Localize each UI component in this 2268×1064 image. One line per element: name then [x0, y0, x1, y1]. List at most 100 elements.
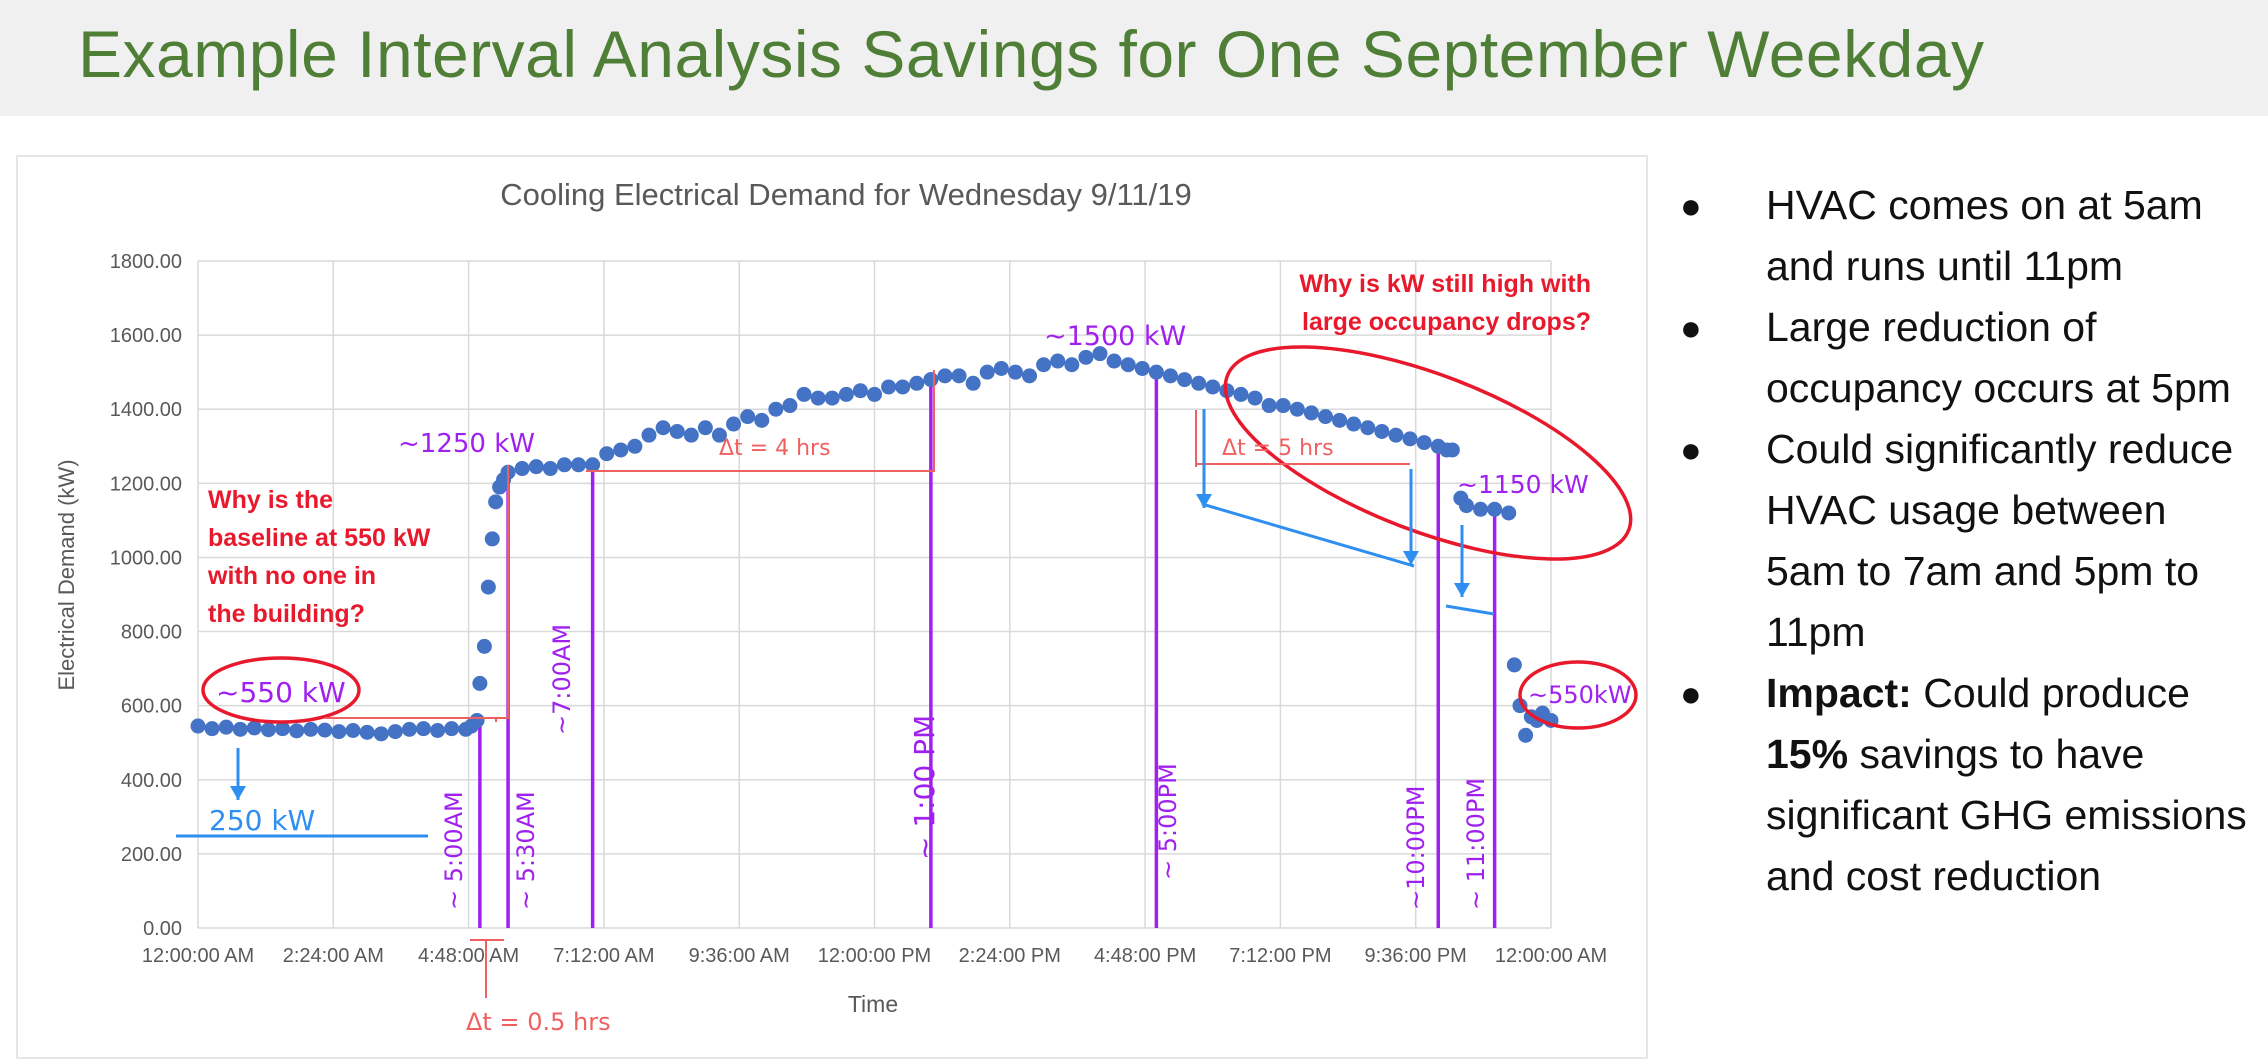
y-tick-label: 1200.00 — [110, 473, 182, 495]
data-point — [979, 364, 995, 380]
data-point — [430, 722, 446, 738]
data-point — [1416, 435, 1432, 451]
data-point — [923, 372, 939, 388]
highlight-ellipse — [1518, 660, 1638, 730]
data-point — [1501, 505, 1517, 521]
data-point — [1022, 368, 1038, 384]
annotations: Why is the baseline at 550 kW with no one … — [176, 270, 1638, 1036]
data-point — [627, 438, 643, 454]
data-point — [469, 712, 485, 728]
data-point — [484, 531, 500, 547]
bullet-text: savings to have significant GHG emission… — [1766, 731, 2247, 899]
data-point — [1134, 360, 1150, 376]
y-tick-label: 1600.00 — [110, 325, 182, 347]
chart-grid — [197, 260, 1552, 929]
y-tick-label: 0.00 — [143, 918, 182, 940]
data-point — [260, 722, 276, 738]
data-point — [1050, 353, 1066, 369]
data-point — [965, 375, 981, 391]
data-point — [1261, 398, 1277, 414]
time-label-700am: ~7:00AM — [548, 624, 576, 735]
data-point — [1247, 390, 1263, 406]
data-point — [571, 457, 587, 473]
data-point — [1275, 398, 1291, 414]
data-point — [1473, 501, 1489, 517]
x-tick-label: 7:12:00 PM — [1229, 945, 1331, 967]
highlight-ellipse — [201, 656, 361, 724]
data-point — [824, 390, 840, 406]
data-point — [416, 721, 431, 737]
x-tick-label: 12:00:00 AM — [142, 945, 254, 967]
savings-percent: 15% — [1766, 731, 1849, 777]
data-point — [1388, 427, 1404, 443]
data-point — [204, 721, 220, 737]
data-point — [838, 386, 854, 402]
time-label-1100pm: ~ 11:00PM — [1462, 778, 1490, 910]
reduced-demand-line — [1201, 502, 1415, 568]
bullet-dot-icon: ● — [1680, 185, 1702, 226]
label-550kw-left: ~550 kW — [216, 676, 346, 709]
x-tick-label: 2:24:00 PM — [959, 945, 1061, 967]
bullet-item: ● Impact: Could produce 15% savings to ha… — [1680, 663, 2255, 907]
down-arrow-icon-head — [230, 786, 246, 800]
data-point — [246, 720, 262, 736]
demand-chart: 0.00 200.00 400.00 600.00 800.00 1000.00 1200.… — [54, 177, 1638, 1036]
data-point — [1064, 357, 1080, 373]
label-dt-5hrs: Δt = 5 hrs — [1222, 436, 1334, 461]
data-point — [585, 457, 601, 473]
data-point — [303, 721, 319, 737]
data-point — [1205, 379, 1221, 395]
data-point — [373, 726, 389, 742]
y-tick-label: 400.00 — [121, 770, 182, 792]
data-point — [768, 401, 784, 417]
y-tick-label: 600.00 — [121, 696, 182, 718]
data-point — [1303, 405, 1319, 421]
data-point — [472, 675, 488, 691]
label-dt-05hrs: Δt = 0.5 hrs — [466, 1008, 611, 1036]
data-point — [331, 724, 347, 740]
chart-title: Cooling Electrical Demand for Wednesday … — [500, 177, 1192, 212]
x-tick-label: 4:48:00 AM — [418, 945, 519, 967]
data-point — [796, 386, 812, 402]
data-point — [895, 379, 911, 395]
title-bar: Example Interval Analysis Savings for On… — [0, 0, 2268, 116]
label-1150kw: ~1150 kW — [1457, 470, 1589, 499]
data-point — [782, 398, 798, 414]
dt-step-line — [479, 465, 510, 719]
data-point — [669, 423, 685, 439]
data-point — [488, 494, 504, 510]
data-point — [232, 721, 248, 737]
down-arrow-icon-head — [1454, 583, 1470, 597]
x-tick-label: 7:12:00 AM — [553, 945, 654, 967]
slide-title: Example Interval Analysis Savings for On… — [78, 17, 1985, 91]
x-tick-label: 2:24:00 AM — [283, 945, 384, 967]
data-point — [1487, 501, 1503, 517]
data-point — [1346, 416, 1362, 432]
data-point — [1444, 442, 1460, 458]
data-point — [740, 409, 756, 425]
bullet-text: Large reduction of occupancy occurs at 5… — [1766, 304, 2231, 411]
data-point — [951, 368, 967, 384]
data-point — [218, 719, 234, 735]
y-tick-labels: 0.00 200.00 400.00 600.00 800.00 1000.00 1200.… — [110, 251, 182, 940]
data-point — [1007, 364, 1023, 380]
data-point — [1518, 727, 1534, 743]
highlight-ellipse — [1223, 345, 1633, 561]
data-point — [1092, 346, 1108, 362]
high-kw-question-line: large occupancy drops? — [1302, 308, 1591, 336]
data-point — [1191, 375, 1207, 391]
data-point — [1078, 349, 1094, 365]
data-point — [444, 721, 460, 737]
data-point — [909, 375, 925, 391]
bullet-text: Could significantly reduce HVAC usage be… — [1766, 426, 2234, 655]
reduced-demand-line — [1445, 604, 1495, 616]
data-point — [401, 721, 417, 737]
x-tick-label: 9:36:00 PM — [1365, 945, 1467, 967]
data-point — [1162, 368, 1178, 384]
baseline-question-line: baseline at 550 kW — [208, 524, 431, 552]
data-point — [655, 420, 671, 436]
y-tick-label: 1400.00 — [110, 399, 182, 421]
data-point — [275, 721, 291, 737]
bullet-item: ● Could significantly reduce HVAC usage b… — [1680, 419, 2255, 663]
bullet-dot-icon: ● — [1680, 429, 1702, 470]
